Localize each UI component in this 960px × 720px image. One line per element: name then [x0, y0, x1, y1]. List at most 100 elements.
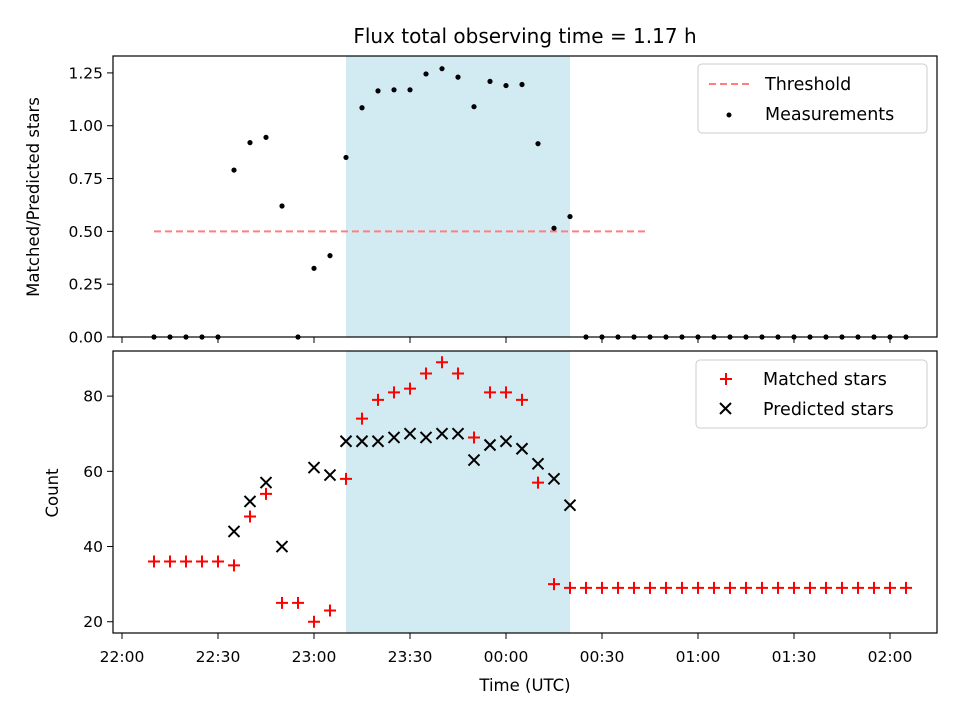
matched-star-point: [484, 386, 496, 399]
matched-star-point: [260, 487, 272, 500]
matched-star-point: [884, 581, 896, 594]
matched-star-point: [244, 510, 256, 523]
bottom-y-axis-label: Count: [43, 468, 62, 518]
top-y-tick-label: 0.50: [68, 223, 103, 241]
measurement-point: [391, 87, 397, 93]
matched-star-point: [532, 476, 544, 489]
x-tick-label: 00:30: [580, 648, 625, 666]
predicted-star-point: [339, 435, 353, 448]
predicted-star-point: [371, 435, 385, 448]
bottom-legend-frame: [695, 359, 928, 429]
matched-star-point: [900, 581, 912, 594]
top-legend-frame: [697, 63, 928, 134]
measurement-point: [375, 88, 381, 94]
top-y-tick-label: 0.00: [68, 329, 103, 347]
measurement-point: [423, 71, 429, 77]
measurements-legend-label: Measurements: [765, 105, 894, 125]
matched-star-point: [788, 581, 800, 594]
matched-star-point: [692, 581, 704, 594]
matched-star-point: [164, 555, 176, 568]
chart-title: Flux total observing time = 1.17 h: [353, 24, 696, 48]
matched-star-point: [212, 555, 224, 568]
measurement-point: [439, 66, 445, 72]
matched-star-point: [500, 386, 512, 399]
measurement-point: [231, 167, 237, 173]
x-tick-label: 23:30: [388, 648, 433, 666]
predicted-star-point: [259, 476, 273, 489]
matched-star-point: [228, 559, 240, 572]
matched-star-point: [356, 412, 368, 425]
matched-star-point: [148, 555, 160, 568]
matched-star-point: [644, 581, 656, 594]
top-y-tick-label: 1.00: [68, 117, 103, 135]
matched-star-point: [868, 581, 880, 594]
matched-star-point: [724, 581, 736, 594]
measurement-point: [359, 105, 365, 111]
predicted-star-point: [227, 525, 241, 538]
matched-star-point: [196, 555, 208, 568]
matched-star-point: [468, 431, 480, 444]
bottom-axes-frame: [112, 350, 938, 634]
matched-star-point: [852, 581, 864, 594]
top-axes-frame: [112, 55, 938, 338]
matched-star-point: [756, 581, 768, 594]
matched-star-point: [180, 555, 192, 568]
bottom-shaded-span: [346, 351, 570, 633]
matched-star-point: [580, 581, 592, 594]
matched-star-point: [292, 596, 304, 609]
predicted-star-point: [563, 498, 577, 512]
predicted-star-point: [531, 457, 545, 471]
bottom-legend: Matched stars Predicted stars: [695, 359, 928, 429]
matched-star-point: [612, 581, 624, 594]
predicted-star-point: [323, 468, 337, 482]
predicted-star-point: [387, 431, 401, 444]
predicted-star-point: [515, 442, 529, 455]
matched-star-point: [388, 386, 400, 399]
predicted-legend-label: Predicted stars: [763, 400, 894, 420]
top-y-tick-label: 1.25: [68, 64, 103, 82]
predicted-star-point: [483, 438, 497, 452]
matched-star-point: [676, 581, 688, 594]
measurement-point: [311, 265, 317, 271]
bottom-y-tick-label: 40: [83, 538, 103, 556]
matched-star-point: [836, 581, 848, 594]
matched-star-point: [660, 581, 672, 594]
top-panel: 0.00 0.25 0.50 0.75 1.00 1.25 Matched/Predict…: [24, 55, 938, 347]
matched-star-point: [708, 581, 720, 594]
matched-star-point: [324, 604, 336, 617]
matched-star-point: [436, 356, 448, 369]
top-shaded-span: [346, 56, 570, 337]
predicted-star-point: [419, 431, 433, 444]
measurement-point: [455, 74, 461, 80]
matched-star-point: [516, 393, 528, 406]
top-legend: Threshold Measurements: [697, 63, 928, 134]
predicted-star-point: [243, 495, 257, 508]
predicted-star-point: [451, 427, 465, 440]
bottom-y-tick-label: 80: [83, 388, 103, 406]
predicted-star-point: [435, 427, 449, 440]
matched-star-point: [740, 581, 752, 594]
matched-star-point: [596, 581, 608, 594]
matched-star-point: [804, 581, 816, 594]
bottom-panel: 20 40 60 80 22:00 22:30 23:00 23:30 00:00 00:30 01…: [43, 350, 938, 695]
bottom-y-tick-label: 60: [83, 463, 103, 481]
measurement-point: [407, 87, 413, 93]
matched-star-point: [420, 367, 432, 380]
predicted-star-point: [307, 461, 321, 474]
matched-star-point: [628, 581, 640, 594]
top-y-tick-label: 0.75: [68, 170, 103, 188]
matched-star-point: [372, 393, 384, 406]
x-tick-label: 02:00: [868, 648, 913, 666]
measurement-point: [551, 225, 557, 231]
bottom-y-tick-label: 20: [83, 613, 103, 631]
measurement-point: [327, 253, 333, 259]
matched-star-point: [548, 578, 560, 591]
measurement-point: [535, 141, 541, 147]
matched-star-point: [276, 596, 288, 609]
matched-legend-swatch: [720, 373, 732, 385]
x-axis-label: Time (UTC): [478, 676, 570, 695]
matched-star-point: [772, 581, 784, 594]
measurement-point: [567, 213, 573, 220]
measurement-point: [279, 203, 285, 209]
